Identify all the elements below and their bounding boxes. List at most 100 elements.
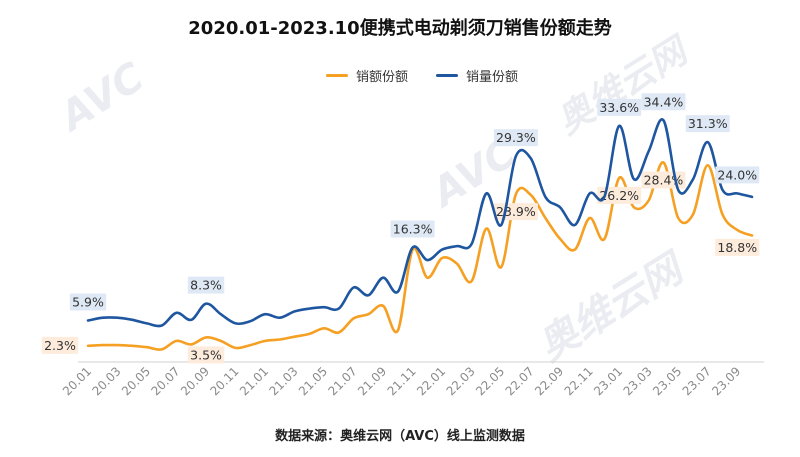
x-tick-label: 20.11 bbox=[207, 364, 241, 398]
data-point-sales-volume bbox=[131, 319, 133, 321]
x-tick-label: 20.09 bbox=[178, 364, 212, 398]
x-tick-label: 23.09 bbox=[709, 364, 743, 398]
data-point-sales-volume bbox=[411, 246, 413, 248]
data-point-sales-amount bbox=[633, 206, 635, 208]
data-label-sales-volume: 24.0% bbox=[717, 167, 757, 182]
data-point-sales-amount bbox=[308, 333, 310, 335]
data-label-sales-volume: 34.4% bbox=[644, 94, 684, 109]
data-label-bg bbox=[597, 98, 642, 116]
data-label-sales-amount: 26.2% bbox=[599, 188, 639, 203]
data-label-bg bbox=[685, 115, 730, 133]
data-point-sales-amount bbox=[102, 344, 104, 346]
data-point-sales-volume bbox=[485, 192, 487, 194]
data-point-sales-amount bbox=[249, 344, 251, 346]
data-point-sales-amount bbox=[87, 345, 89, 347]
data-point-sales-amount bbox=[648, 199, 650, 201]
data-point-sales-amount bbox=[116, 344, 118, 346]
data-point-sales-amount bbox=[603, 238, 605, 240]
data-point-sales-volume bbox=[618, 125, 620, 127]
x-tick-label: 23.05 bbox=[650, 364, 684, 398]
data-point-sales-amount bbox=[352, 317, 354, 319]
data-point-sales-amount bbox=[588, 217, 590, 219]
data-point-sales-volume bbox=[323, 306, 325, 308]
data-point-sales-amount bbox=[441, 257, 443, 259]
data-label-sales-volume: 31.3% bbox=[688, 116, 728, 131]
data-point-sales-amount bbox=[279, 338, 281, 340]
data-point-sales-amount bbox=[293, 336, 295, 338]
data-point-sales-volume bbox=[588, 192, 590, 194]
data-point-sales-amount bbox=[470, 280, 472, 282]
data-point-sales-volume bbox=[338, 307, 340, 309]
data-label-sales-amount: 3.5% bbox=[190, 347, 222, 362]
data-label-sales-amount: 2.3% bbox=[44, 338, 76, 353]
data-label-bg bbox=[69, 293, 107, 311]
x-tick-label: 21.07 bbox=[326, 364, 360, 398]
data-point-sales-volume bbox=[544, 196, 546, 198]
data-point-sales-volume bbox=[736, 192, 738, 194]
x-tick-label: 22.05 bbox=[473, 364, 507, 398]
x-tick-label: 21.11 bbox=[385, 364, 419, 398]
data-point-sales-amount bbox=[397, 329, 399, 331]
data-point-sales-volume bbox=[559, 206, 561, 208]
data-point-sales-volume bbox=[220, 313, 222, 315]
series-line-sales-amount bbox=[86, 161, 754, 351]
chart-legend: 销额份额 销量份额 bbox=[326, 66, 518, 85]
x-tick-label: 20.05 bbox=[119, 364, 153, 398]
x-tick-label: 23.03 bbox=[621, 364, 655, 398]
data-point-sales-amount bbox=[485, 227, 487, 229]
data-point-sales-volume bbox=[500, 224, 502, 226]
data-point-sales-amount bbox=[205, 336, 207, 338]
legend-item-sales-volume[interactable]: 销量份额 bbox=[436, 66, 518, 85]
data-point-sales-volume bbox=[175, 312, 177, 314]
data-point-sales-volume bbox=[515, 155, 517, 157]
data-point-sales-amount bbox=[161, 348, 163, 350]
data-point-sales-amount bbox=[736, 229, 738, 231]
data-point-sales-volume bbox=[279, 317, 281, 319]
data-point-sales-amount bbox=[692, 213, 694, 215]
data-point-sales-amount bbox=[677, 217, 679, 219]
data-point-sales-volume bbox=[205, 302, 207, 304]
data-point-sales-volume bbox=[293, 310, 295, 312]
data-label-sales-volume: 16.3% bbox=[393, 221, 433, 236]
data-point-sales-amount bbox=[544, 217, 546, 219]
x-tick-label: 23.07 bbox=[680, 364, 714, 398]
data-point-sales-volume bbox=[633, 178, 635, 180]
data-point-sales-amount bbox=[456, 262, 458, 264]
x-tick-label: 22.11 bbox=[562, 364, 596, 398]
data-point-sales-amount bbox=[707, 164, 709, 166]
data-point-sales-amount bbox=[131, 345, 133, 347]
data-point-sales-volume bbox=[234, 322, 236, 324]
data-point-sales-amount bbox=[751, 234, 753, 236]
data-point-sales-volume bbox=[249, 320, 251, 322]
data-source-note: 数据来源：奥维云网（AVC）线上监测数据 bbox=[275, 429, 525, 444]
data-point-sales-amount bbox=[426, 276, 428, 278]
x-tick-label: 23.01 bbox=[591, 364, 625, 398]
data-point-sales-amount bbox=[529, 194, 531, 196]
x-tick-label: 20.01 bbox=[60, 364, 94, 398]
data-label-bg bbox=[641, 93, 686, 111]
x-tick-label: 21.05 bbox=[296, 364, 330, 398]
legend-item-sales-amount[interactable]: 销额份额 bbox=[326, 66, 408, 85]
data-label-sales-amount: 23.9% bbox=[496, 204, 536, 219]
data-point-sales-volume bbox=[190, 319, 192, 321]
data-point-sales-amount bbox=[175, 340, 177, 342]
data-label-sales-volume: 33.6% bbox=[599, 100, 639, 115]
data-point-sales-amount bbox=[662, 161, 664, 163]
legend-label-sales-amount: 销额份额 bbox=[356, 70, 409, 85]
data-point-sales-amount bbox=[234, 347, 236, 349]
data-point-sales-volume bbox=[662, 119, 664, 121]
series-line-sales-volume bbox=[86, 118, 754, 328]
x-tick-label: 22.01 bbox=[414, 364, 448, 398]
data-point-sales-volume bbox=[367, 294, 369, 296]
chart-title: 2020.01-2023.10便携式电动剃须刀销售份额走势 bbox=[188, 18, 612, 39]
data-label-bg bbox=[715, 238, 760, 256]
x-tick-label: 22.09 bbox=[532, 364, 566, 398]
x-tick-label: 20.07 bbox=[148, 364, 182, 398]
data-point-sales-volume bbox=[102, 317, 104, 319]
data-point-sales-volume bbox=[426, 259, 428, 261]
data-label-sales-volume: 8.3% bbox=[190, 278, 222, 293]
data-label-bg bbox=[715, 166, 760, 184]
data-point-sales-volume bbox=[352, 286, 354, 288]
data-label-bg bbox=[493, 129, 538, 147]
